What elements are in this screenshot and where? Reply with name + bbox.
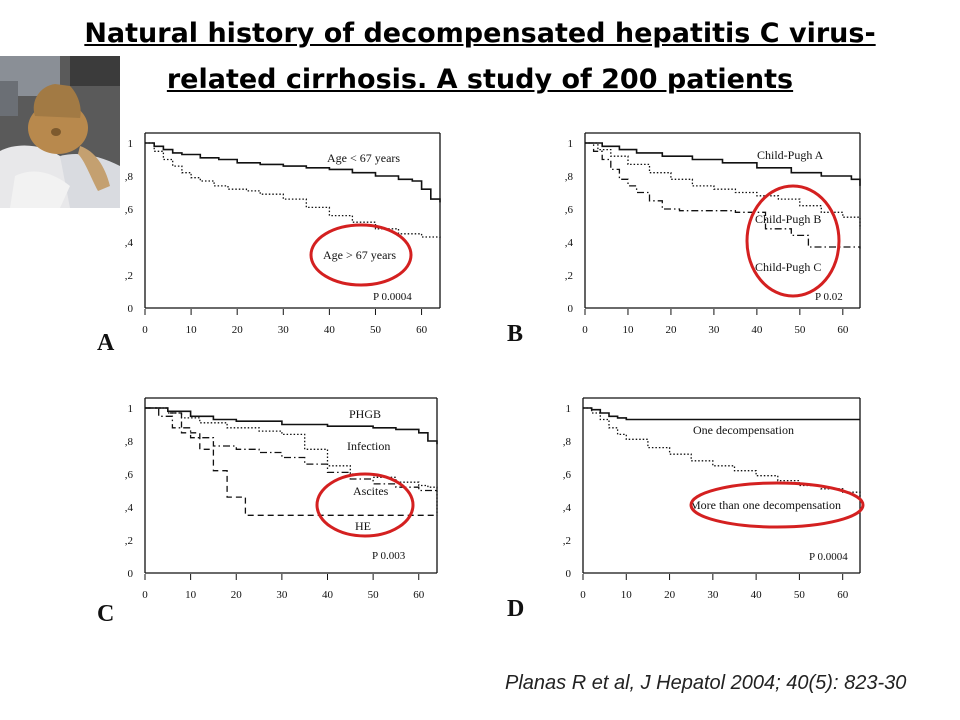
panel-c-series-1-line [145, 407, 438, 445]
panel-d-series-2-line [583, 407, 861, 498]
panel-c-curve-label-2: Infection [347, 439, 390, 453]
panel-c-x-tick-label-4: 40 [322, 589, 334, 601]
panel-c-x-tick-label-5: 50 [368, 589, 380, 601]
panel-b-curve-label-2: Child-Pugh B [755, 212, 821, 226]
panel-c-y-tick-label-0: 0 [128, 568, 134, 580]
panel-a-y-tick-label-2: ,4 [125, 237, 134, 249]
panel-a-x-tick-label-3: 30 [278, 324, 290, 336]
panel-c-x-tick-label-3: 30 [276, 589, 288, 601]
panel-b-y-tick-label-2: ,4 [565, 237, 574, 249]
panel-b-y-tick-label-4: ,8 [565, 171, 574, 183]
panel-a-highlight-circle [309, 223, 413, 287]
panel-d-x-tick-label-1: 10 [621, 589, 633, 601]
panel-b-y-tick-label-1: ,2 [565, 270, 573, 282]
panel-c-y-tick-label-5: 1 [128, 403, 134, 415]
panel-b-y-tick-label-3: ,6 [565, 204, 574, 216]
panel-b-x-tick-label-1: 10 [622, 324, 634, 336]
panel-d-x-tick-label-6: 60 [837, 589, 849, 601]
panel-b-x-tick-label-3: 30 [708, 324, 720, 336]
panel-a-y-tick-label-1: ,2 [125, 270, 133, 282]
panel-b-x-tick-label-2: 20 [665, 324, 677, 336]
panel-a-letter: A [97, 330, 115, 353]
panel-c-curve-label-4: HE [355, 519, 371, 533]
panel-c-y-tick-label-1: ,2 [125, 535, 133, 547]
panel-a-curve-label-1: Age < 67 years [327, 151, 400, 165]
panel-d-x-tick-label-3: 30 [707, 589, 719, 601]
panel-a-x-tick-label-1: 10 [186, 324, 198, 336]
panel-c-series-3-line [145, 407, 438, 493]
panel-b-y-tick-label-0: 0 [568, 303, 574, 315]
panel-d-x-tick-label-4: 40 [751, 589, 763, 601]
panel-c-p-value: P 0.003 [372, 550, 406, 562]
chart-panel-b: 0 10 20 30 40 50 60 0 ,2 ,4 ,6 ,8 1 Child-Pugh A Chi… [507, 132, 861, 347]
panel-a-y-tick-label-5: 1 [128, 138, 134, 150]
panel-a-series-1-line [145, 142, 441, 203]
panel-b-series-1-line [585, 142, 861, 186]
panel-d-x-tick-label-5: 50 [794, 589, 806, 601]
chart-panel-c: 0 10 20 30 40 50 60 0 ,2 ,4 ,6 ,8 1 PHGB Infection A… [97, 397, 438, 627]
panel-b-p-value: P 0.02 [815, 291, 843, 303]
panel-a-curve-label-2: Age > 67 years [323, 248, 396, 262]
panel-c-highlight-circle [315, 472, 415, 538]
panel-c-curve-label-1: PHGB [349, 407, 381, 421]
panel-c-y-tick-label-3: ,6 [125, 469, 134, 481]
panel-d-y-tick-label-2: ,4 [563, 502, 572, 514]
panel-b-highlight-circle [745, 184, 841, 298]
panel-c-x-tick-label-1: 10 [185, 589, 197, 601]
panel-a-series-2-line [145, 142, 441, 239]
panel-d-highlight-circle [689, 481, 865, 529]
panel-a-x-tick-label-2: 20 [232, 324, 244, 336]
panel-c-y-tick-label-4: ,8 [125, 436, 134, 448]
panel-c-letter: C [97, 601, 114, 627]
panel-c-series-2-line [145, 407, 438, 516]
panel-b-x-tick-label-5: 50 [794, 324, 806, 336]
panel-a-y-tick-label-4: ,8 [125, 171, 134, 183]
panel-d-y-tick-label-1: ,2 [563, 535, 571, 547]
panel-c-x-tick-label-0: 0 [142, 589, 148, 601]
citation-text: Planas R et al, J Hepatol 2004; 40(5): 8… [505, 672, 907, 694]
panel-b-series-3-line [585, 142, 861, 249]
panel-d-y-tick-label-3: ,6 [563, 469, 572, 481]
slide-title-line-1: Natural history of decompensated hepatit… [84, 18, 876, 49]
panel-c-y-tick-label-2: ,4 [125, 502, 134, 514]
panel-b-x-tick-label-4: 40 [751, 324, 763, 336]
panel-d-letter: D [507, 596, 524, 622]
panel-d-x-tick-label-2: 20 [664, 589, 676, 601]
panel-d-y-tick-label-0: 0 [566, 568, 572, 580]
panel-b-curve-label-3: Child-Pugh C [755, 260, 821, 274]
panel-c-x-tick-label-2: 20 [231, 589, 243, 601]
panel-d-y-tick-label-4: ,8 [563, 436, 572, 448]
panel-a-y-tick-label-0: 0 [128, 303, 134, 315]
panel-d-p-value: P 0.0004 [809, 551, 848, 563]
chart-panel-a: 0 10 20 30 40 50 60 0 ,2 ,4 ,6 ,8 1 Age < 67 years A… [97, 132, 441, 353]
panel-d-curve-label-1: One decompensation [693, 423, 794, 437]
panel-a-x-tick-label-0: 0 [142, 324, 148, 336]
panel-b-series-2-line [585, 142, 861, 229]
chart-panel-d: 0 10 20 30 40 50 60 0 ,2 ,4 ,6 ,8 1 One decompensati… [507, 397, 865, 622]
panel-b-y-tick-label-5: 1 [568, 138, 574, 150]
panel-c-x-tick-label-6: 60 [413, 589, 425, 601]
panel-d-series-1-line [583, 407, 860, 421]
panel-b-curve-label-1: Child-Pugh A [757, 148, 824, 162]
panel-a-x-tick-label-4: 40 [324, 324, 336, 336]
panel-a-x-tick-label-6: 60 [416, 324, 428, 336]
panel-a-p-value: P 0.0004 [373, 291, 412, 303]
panel-a-y-tick-label-3: ,6 [125, 204, 134, 216]
panel-a-x-tick-label-5: 50 [370, 324, 382, 336]
panel-b-x-tick-label-6: 60 [837, 324, 849, 336]
panel-d-curve-label-2: More than one decompensation [690, 498, 841, 512]
panel-d-y-tick-label-5: 1 [566, 403, 572, 415]
panel-b-x-tick-label-0: 0 [582, 324, 588, 336]
panel-c-curve-label-3: Ascites [353, 484, 389, 498]
patient-photo [0, 56, 120, 208]
slide-title-line-2: related cirrhosis. A study of 200 patien… [166, 64, 794, 95]
panel-d-x-tick-label-0: 0 [580, 589, 586, 601]
panel-b-letter: B [507, 321, 523, 347]
